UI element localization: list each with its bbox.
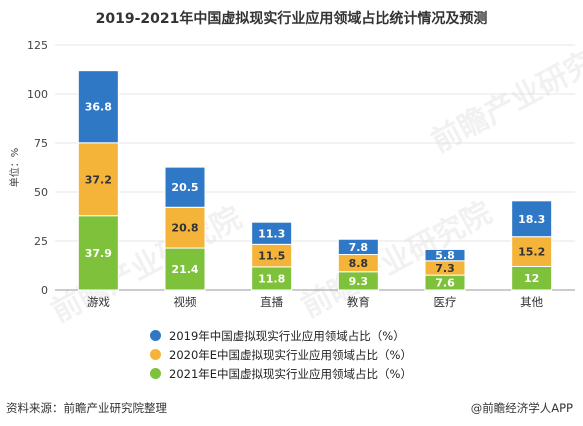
data-label: 5.8 xyxy=(435,249,455,262)
data-label: 7.8 xyxy=(349,241,369,254)
legend-item: 2021年E中国虚拟现实行业应用领域占比（%） xyxy=(150,364,412,383)
legend-label: 2019年中国虚拟现实行业应用领域占比（%） xyxy=(169,328,405,343)
bar-segment xyxy=(77,142,119,217)
x-tick-label: 视频 xyxy=(174,295,197,309)
bar-segment xyxy=(511,236,553,267)
y-tick-label: 125 xyxy=(27,39,48,52)
x-tick-label: 直播 xyxy=(260,295,283,309)
data-label: 12 xyxy=(524,272,539,285)
data-label: 11.8 xyxy=(258,272,285,285)
bar-segment xyxy=(77,70,119,144)
data-label: 21.4 xyxy=(171,263,198,276)
bar-segment xyxy=(251,221,293,245)
data-label: 7.3 xyxy=(435,262,455,275)
data-label: 7.6 xyxy=(435,277,455,290)
source-note: 资料来源：前瞻产业研究院整理 xyxy=(6,401,167,415)
legend-item: 2019年中国虚拟现实行业应用领域占比（%） xyxy=(150,326,412,345)
data-label: 15.2 xyxy=(518,246,545,259)
bar-segment xyxy=(424,248,466,262)
data-label: 20.8 xyxy=(171,222,198,235)
legend-swatch xyxy=(150,368,161,379)
bar-segment xyxy=(164,166,206,208)
data-label: 37.2 xyxy=(85,173,112,186)
x-tick-label: 医疗 xyxy=(434,295,457,309)
data-label: 36.8 xyxy=(85,101,112,114)
y-tick-label: 0 xyxy=(41,284,48,297)
data-label: 9.3 xyxy=(349,275,369,288)
bar-segment xyxy=(337,238,379,256)
y-tick-label: 25 xyxy=(34,235,48,248)
data-label: 18.3 xyxy=(518,213,545,226)
brand-credit: @前瞻经济学人APP xyxy=(470,401,573,415)
data-label: 11.3 xyxy=(258,227,285,240)
y-axis-label: 单位：% xyxy=(8,148,21,188)
x-tick-label: 其他 xyxy=(520,295,543,309)
legend-swatch xyxy=(150,330,161,341)
legend-item: 2020年E中国虚拟现实行业应用领域占比（%） xyxy=(150,345,412,364)
y-tick-label: 100 xyxy=(27,88,48,101)
legend-label: 2021年E中国虚拟现实行业应用领域占比（%） xyxy=(169,366,412,381)
stacked-bar-chart: 0 25 50 75 100 125 单位：% 37.9 37.2 36.8 游戏 21.4 20.8 2… xyxy=(8,39,575,309)
bar-segment xyxy=(511,200,553,238)
data-label: 11.5 xyxy=(258,250,285,263)
y-tick-label: 50 xyxy=(34,186,48,199)
x-tick-label: 教育 xyxy=(347,295,370,309)
y-tick-label: 75 xyxy=(34,137,48,150)
legend-label: 2020年E中国虚拟现实行业应用领域占比（%） xyxy=(169,347,412,362)
chart-title: 2019-2021年中国虚拟现实行业应用领域占比统计情况及预测 xyxy=(95,11,488,27)
data-label: 8.8 xyxy=(349,257,369,270)
data-label: 20.5 xyxy=(171,181,198,194)
legend-swatch xyxy=(150,349,161,360)
data-label: 37.9 xyxy=(85,247,112,260)
bar-segment xyxy=(77,215,119,291)
chart-legend: 2019年中国虚拟现实行业应用领域占比（%） 2020年E中国虚拟现实行业应用领域… xyxy=(150,326,412,383)
x-tick-label: 游戏 xyxy=(87,295,110,309)
